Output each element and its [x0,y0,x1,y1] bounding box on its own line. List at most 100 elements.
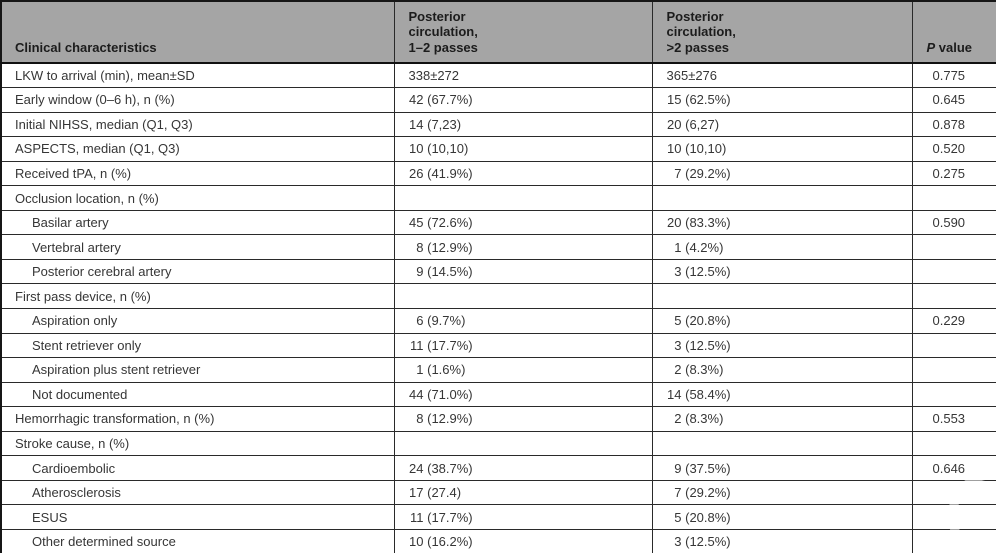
cell-passes-1-2: 8 (12.9%) [393,234,653,260]
cell-number: 15 [667,92,682,108]
cell-passes-gt2: 5 (20.8%) [651,307,913,334]
cell-number: 6 [416,313,424,329]
table-row: Cardioembolic 24 (38.7%) 9 (37.5%) 0.646 [0,455,996,481]
cell-p-value [911,234,996,260]
row-label: Not documented [0,381,395,408]
cell-p-value: 0.590 [911,209,996,236]
cell-passes-gt2: 3 (12.5%) [651,258,913,285]
cell-p-value: 0.646 [911,455,996,481]
table-row: Stent retriever only 11 (17.7%) 3 (12.5%) [0,332,996,359]
cell-passes-1-2 [393,185,653,211]
table-row: Aspiration only 6 (9.7%) 5 (20.8%) 0.229 [0,307,996,334]
cell-passes-1-2: 42 (67.7%) [393,87,653,113]
cell-passes-1-2: 17 (27.4) [393,479,653,506]
cell-passes-gt2: 14 (58.4%) [651,381,913,408]
row-label: Initial NIHSS, median (Q1, Q3) [0,111,395,138]
cell-p-value: 0.229 [911,307,996,334]
cell-number: 11 [410,337,424,353]
row-label: Basilar artery [0,209,395,236]
table-row: Aspiration plus stent retriever 1 (1.6%) 2… [0,357,996,383]
row-label: Occlusion location, n (%) [0,185,395,211]
cell-number: 45 [409,215,424,231]
cell-number: 9 [416,264,424,280]
cell-passes-gt2: 3 (12.5%) [651,332,913,359]
cell-number: 42 [409,92,424,108]
header-p-value: P value [911,0,996,64]
table-row: Atherosclerosis 17 (27.4) 7 (29.2%) [0,479,996,506]
cell-p-value: 0.645 [911,87,996,113]
row-label: Aspiration plus stent retriever [0,357,395,383]
cell-p-value [911,283,996,309]
row-label: Stent retriever only [0,332,395,359]
cell-passes-1-2: 26 (41.9%) [393,160,653,187]
cell-p-value: 0.275 [911,160,996,187]
cell-number: 44 [409,386,424,402]
cell-passes-gt2: 15 (62.5%) [651,87,913,113]
cell-passes-1-2: 8 (12.9%) [393,406,653,432]
cell-passes-gt2: 2 (8.3%) [651,406,913,432]
cell-p-value [911,258,996,285]
cell-passes-1-2: 11 (17.7%) [393,332,653,359]
cell-passes-gt2 [651,430,913,457]
cell-number: 3 [674,337,682,353]
cell-number: 9 [674,460,682,476]
cell-passes-1-2: 10 (10,10) [393,136,653,162]
cell-p-value [911,381,996,408]
cell-number: 3 [674,534,682,550]
cell-p-value [911,332,996,359]
cell-number: 24 [409,460,424,476]
cell-p-value: 0.553 [911,406,996,432]
cell-number: 7 [674,165,682,181]
cell-p-value: 0.878 [911,111,996,138]
cell-number: 10 [667,141,682,157]
header-posterior-gt2-passes: Posterior circulation, >2 passes [651,0,913,64]
cell-number: 20 [667,215,682,231]
cell-p-value [911,185,996,211]
cell-number: 26 [409,165,424,181]
row-label: Hemorrhagic transformation, n (%) [0,406,395,432]
cell-passes-1-2: 44 (71.0%) [393,381,653,408]
cell-passes-gt2: 10 (10,10) [651,136,913,162]
cell-number: 10 [409,534,424,550]
table-row: Vertebral artery 8 (12.9%) 1 (4.2%) [0,234,996,260]
cell-passes-1-2: 9 (14.5%) [393,258,653,285]
cell-number: 14 [667,386,682,402]
table-row: Stroke cause, n (%) [0,430,996,457]
cell-passes-gt2: 3 (12.5%) [651,528,913,553]
cell-number: 2 [674,362,682,378]
cell-number: 8 [416,411,424,427]
row-label: Cardioembolic [0,455,395,481]
cell-p-value: 0.520 [911,136,996,162]
cell-passes-gt2 [651,185,913,211]
cell-passes-1-2 [393,283,653,309]
header-clinical-characteristics: Clinical characteristics [0,0,395,64]
cell-passes-1-2: 14 (7,23) [393,111,653,138]
cell-p-value [911,479,996,506]
cell-passes-gt2: 9 (37.5%) [651,455,913,481]
cell-number: 7 [674,485,682,501]
table-row: First pass device, n (%) [0,283,996,309]
table-row: Initial NIHSS, median (Q1, Q3) 14 (7,23) 2… [0,111,996,138]
cell-number: 1 [674,239,682,255]
row-label: First pass device, n (%) [0,283,395,309]
cell-p-value [911,528,996,553]
cell-passes-1-2: 10 (16.2%) [393,528,653,553]
table-row: Received tPA, n (%) 26 (41.9%) 7 (29.2%) 0.… [0,160,996,187]
cell-number: 11 [410,509,424,525]
cell-passes-1-2: 24 (38.7%) [393,455,653,481]
header-posterior-1-2-passes: Posterior circulation, 1–2 passes [393,0,653,64]
cell-number: 3 [674,264,682,280]
table-row: LKW to arrival (min), mean±SD 338±272 365±… [0,62,996,89]
cell-number: 5 [674,313,682,329]
row-label: Vertebral artery [0,234,395,260]
p-italic-label: P [926,39,936,55]
table-body: LKW to arrival (min), mean±SD 338±272 365±… [0,62,996,553]
cell-number: 8 [416,239,424,255]
cell-number: 2 [674,411,682,427]
cell-passes-gt2: 7 (29.2%) [651,479,913,506]
cell-passes-1-2 [393,430,653,457]
cell-passes-gt2 [651,283,913,309]
cell-passes-gt2: 7 (29.2%) [651,160,913,187]
cell-passes-gt2: 365±276 [651,62,913,89]
